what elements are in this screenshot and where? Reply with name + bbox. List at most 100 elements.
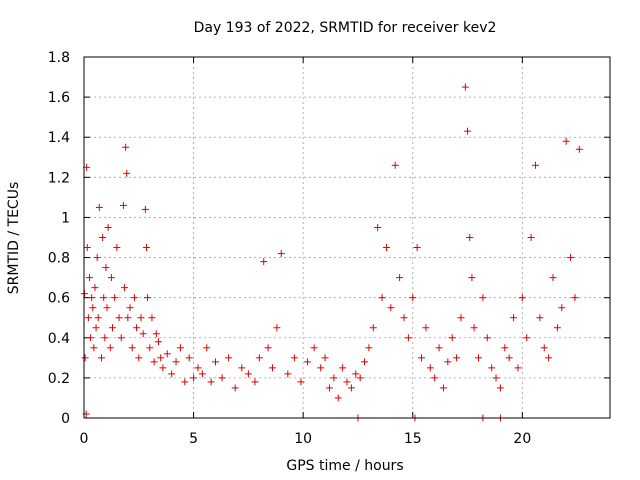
data-point: [238, 364, 246, 372]
data-point: [168, 370, 176, 378]
data-point: [317, 364, 325, 372]
data-point: [356, 374, 364, 382]
data-point: [100, 294, 108, 302]
data-point: [510, 314, 518, 322]
data-point: [121, 284, 129, 292]
data-point: [159, 364, 167, 372]
data-point: [133, 324, 141, 332]
data-point: [297, 378, 305, 386]
data-point: [123, 169, 131, 177]
data-point: [122, 143, 130, 151]
data-point: [347, 384, 355, 392]
data-point: [190, 374, 198, 382]
data-point: [102, 264, 110, 272]
data-point: [218, 374, 226, 382]
data-point: [531, 161, 539, 169]
data-point: [426, 364, 434, 372]
data-point: [117, 334, 125, 342]
y-tick-label: 0.8: [48, 251, 70, 267]
data-point: [142, 244, 150, 252]
data-point: [172, 358, 180, 366]
data-point: [304, 358, 312, 366]
data-point: [126, 304, 134, 312]
y-tick-label: 0.6: [48, 291, 70, 307]
data-point: [448, 334, 456, 342]
data-point: [553, 324, 561, 332]
x-tick-label: 10: [294, 431, 312, 447]
data-point: [104, 223, 112, 231]
x-tick-label: 20: [513, 431, 531, 447]
data-point: [413, 244, 421, 252]
x-axis-label: GPS time / hours: [286, 458, 403, 474]
data-point: [514, 364, 522, 372]
data-point: [141, 205, 149, 213]
data-point: [431, 374, 439, 382]
y-axis-label: SRMTID / TECUs: [6, 182, 22, 295]
data-point: [181, 378, 189, 386]
data-point: [94, 314, 102, 322]
data-point: [461, 83, 469, 91]
data-point: [567, 254, 575, 262]
data-point: [330, 374, 338, 382]
data-point: [103, 304, 111, 312]
data-point: [176, 344, 184, 352]
y-tick-label: 1.2: [48, 170, 70, 186]
data-point: [418, 354, 426, 362]
y-tick-label: 1.4: [48, 130, 70, 146]
y-tick-label: 0.2: [48, 371, 70, 387]
data-point: [255, 354, 263, 362]
data-point: [325, 384, 333, 392]
x-tick-label: 15: [404, 431, 422, 447]
data-point: [540, 344, 548, 352]
data-point: [409, 294, 417, 302]
data-point: [273, 324, 281, 332]
data-point: [284, 370, 292, 378]
grid-lines: [84, 57, 610, 418]
data-point: [361, 358, 369, 366]
data-point: [139, 330, 147, 338]
data-point: [128, 344, 136, 352]
data-point: [444, 358, 452, 366]
data-point: [251, 378, 259, 386]
data-points: [80, 83, 583, 422]
data-point: [545, 354, 553, 362]
tick-labels: 0 0.2 0.4 0.6 0.8 1 1.2 1.4 1.6 1.8 0 5 10 15 20: [48, 50, 532, 447]
data-point: [391, 161, 399, 169]
data-point: [562, 137, 570, 145]
data-point: [501, 344, 509, 352]
x-tick-label: 5: [189, 431, 198, 447]
data-point: [422, 324, 430, 332]
data-point: [89, 304, 97, 312]
data-point: [290, 354, 298, 362]
data-point: [244, 370, 252, 378]
data-point: [194, 364, 202, 372]
data-point: [527, 234, 535, 241]
data-point: [95, 203, 103, 211]
data-point: [365, 344, 373, 352]
data-point: [400, 314, 408, 322]
data-point: [575, 145, 583, 153]
data-point: [99, 234, 107, 241]
data-point: [148, 314, 156, 322]
data-point: [90, 344, 98, 352]
data-point: [404, 334, 412, 342]
data-point: [378, 294, 386, 302]
data-point: [382, 244, 390, 252]
data-point: [558, 304, 566, 312]
data-point: [475, 354, 482, 362]
data-point: [435, 344, 443, 352]
data-point: [83, 244, 91, 252]
data-point: [124, 314, 132, 322]
data-point: [111, 294, 119, 302]
data-point: [157, 354, 165, 362]
data-point: [101, 334, 109, 342]
data-point: [198, 370, 206, 378]
data-point: [549, 274, 557, 282]
data-point: [369, 324, 377, 332]
data-point: [470, 324, 478, 332]
data-point: [468, 274, 476, 282]
data-point: [108, 324, 116, 332]
data-point: [496, 384, 504, 392]
data-point: [464, 127, 472, 135]
